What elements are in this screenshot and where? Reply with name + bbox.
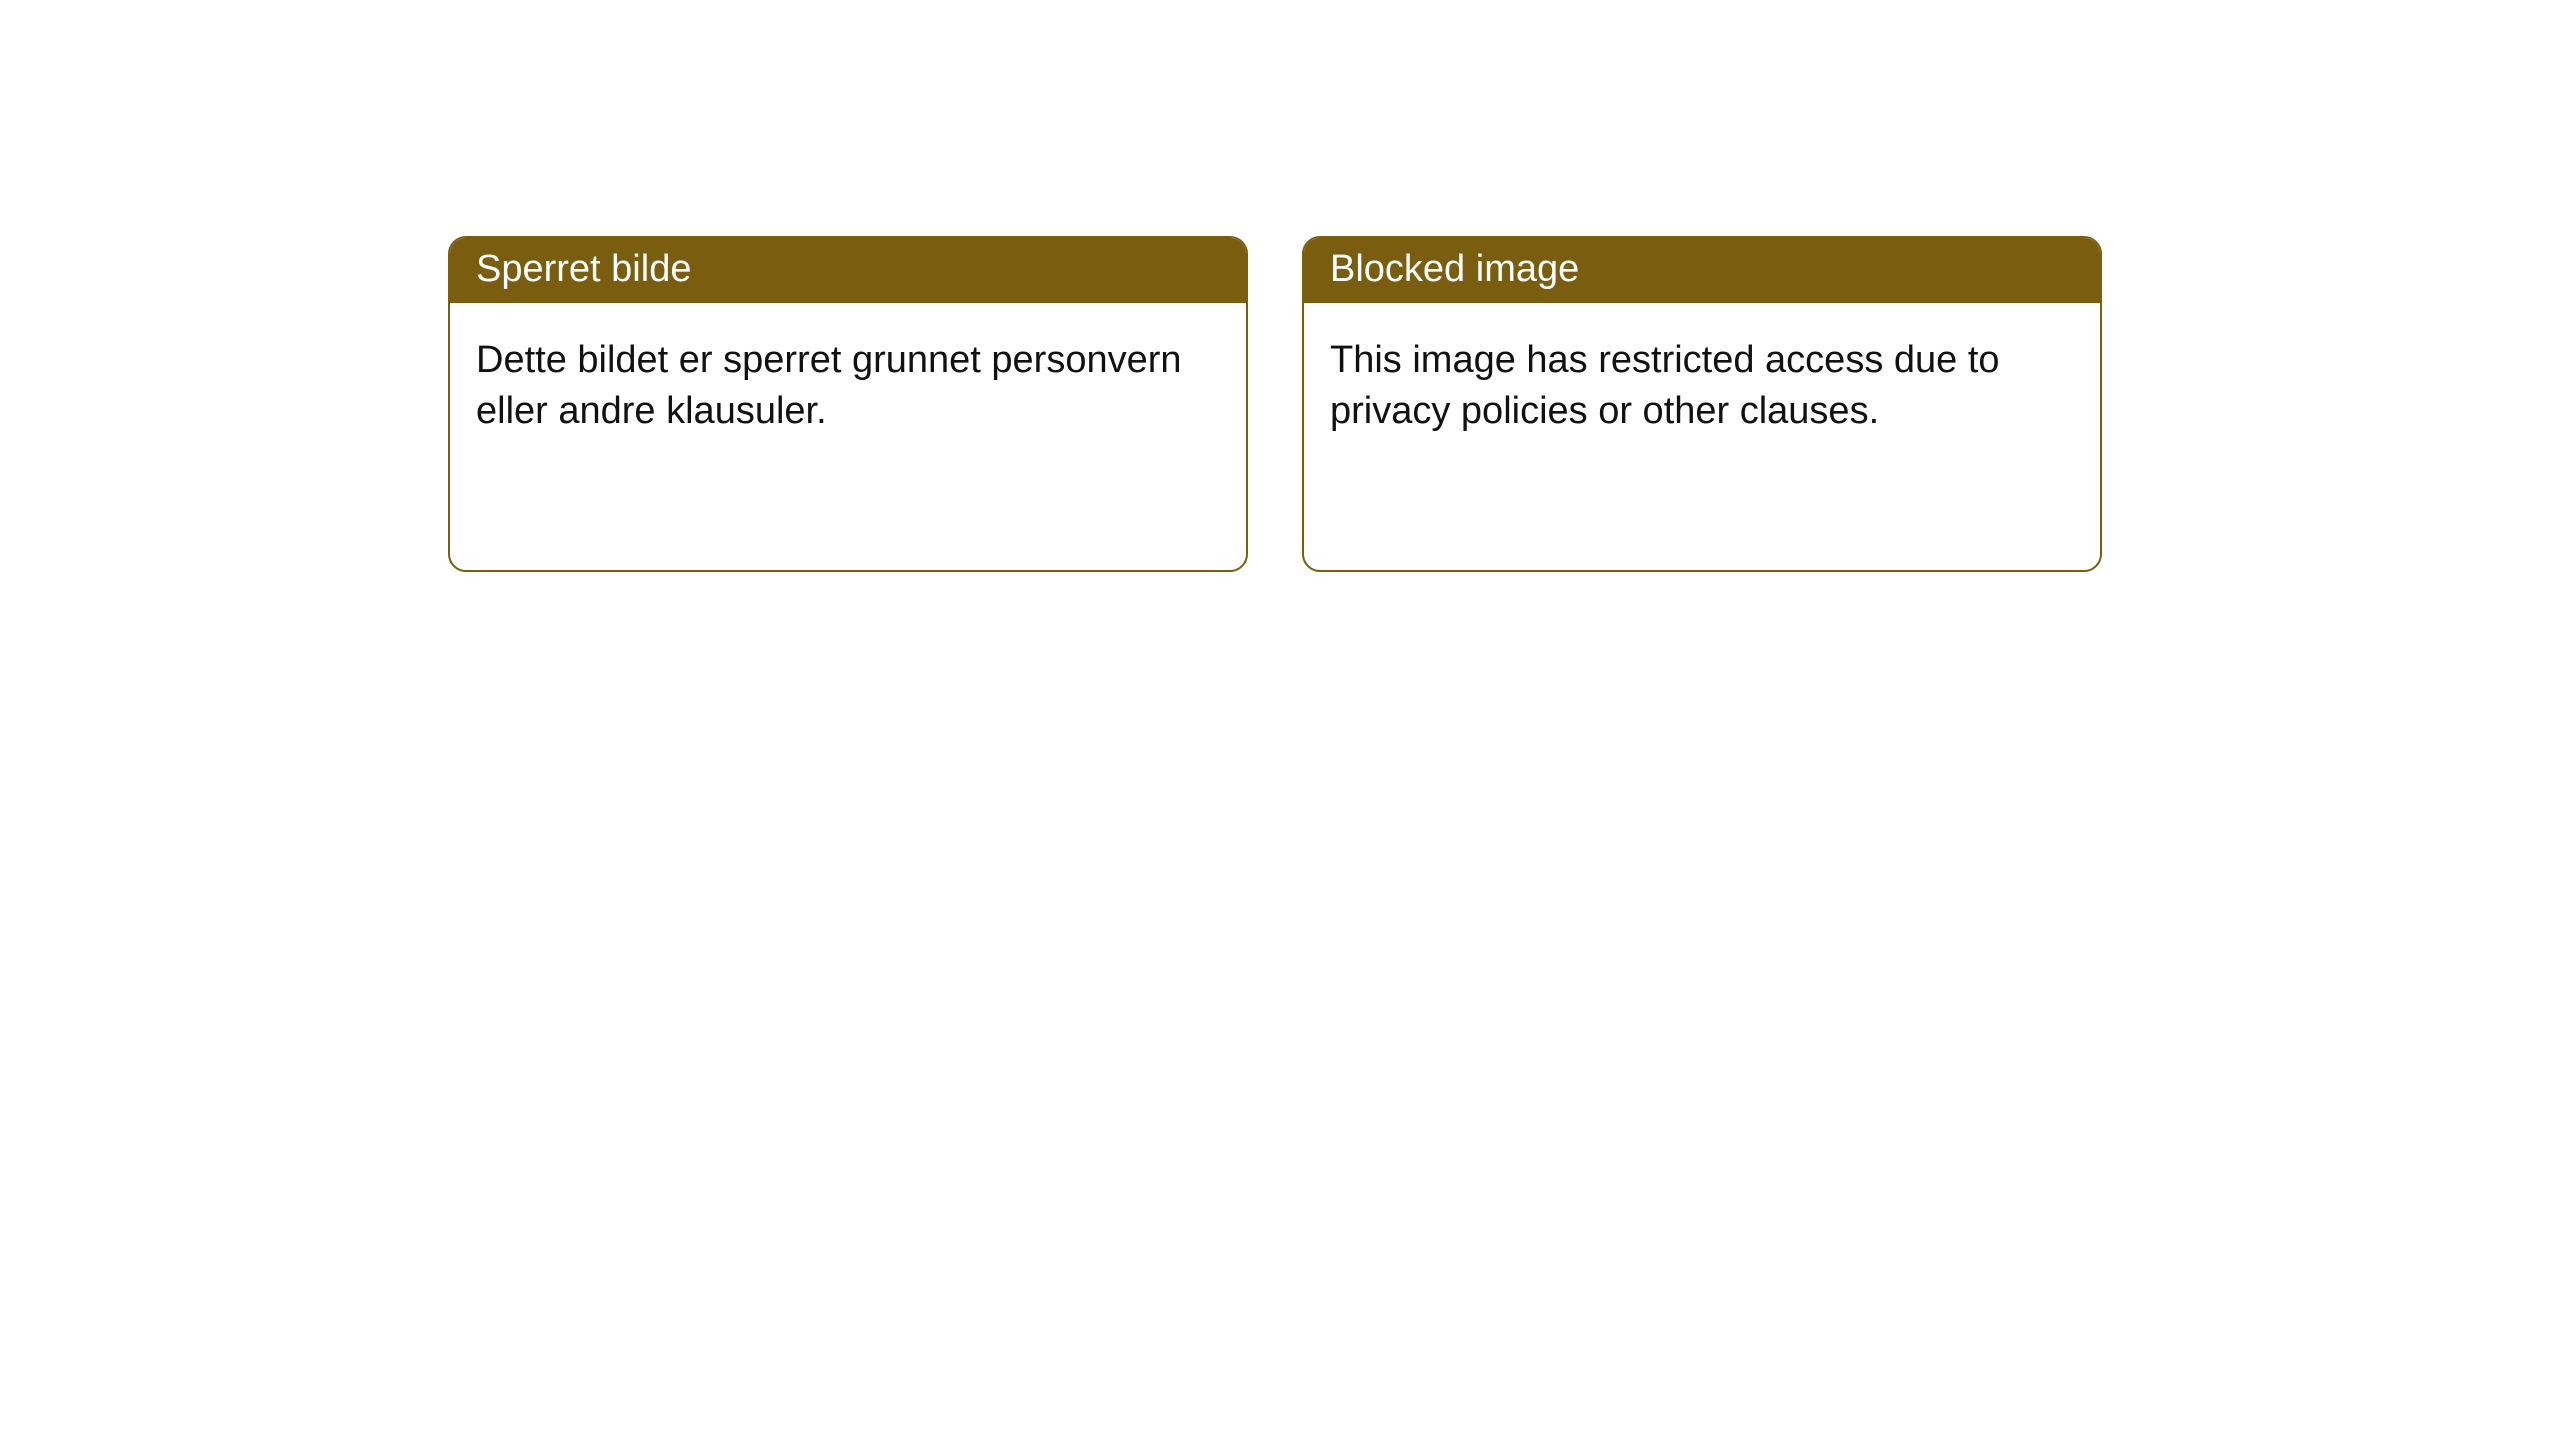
notice-body: This image has restricted access due to … [1304, 303, 2100, 470]
notice-card-norwegian: Sperret bilde Dette bildet er sperret gr… [448, 236, 1248, 572]
notice-title: Sperret bilde [450, 238, 1246, 303]
notice-container: Sperret bilde Dette bildet er sperret gr… [0, 0, 2560, 572]
notice-body: Dette bildet er sperret grunnet personve… [450, 303, 1246, 470]
notice-card-english: Blocked image This image has restricted … [1302, 236, 2102, 572]
notice-title: Blocked image [1304, 238, 2100, 303]
